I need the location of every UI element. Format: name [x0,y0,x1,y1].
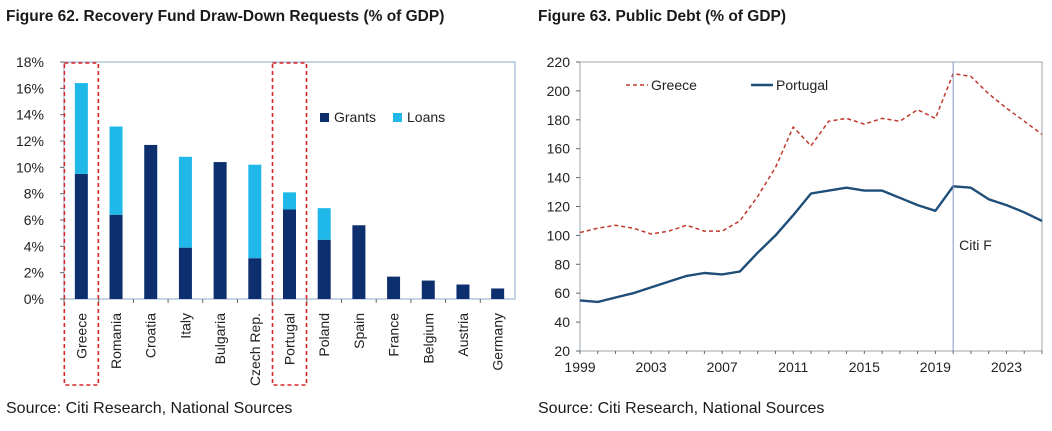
bar-loans-italy [178,156,192,248]
bar-grants-spain [352,225,366,299]
x-tick-label: 2003 [635,359,666,375]
x-tick-label: Germany [490,313,506,371]
y-tick-label: 20 [554,343,570,359]
x-tick-label: Portugal [282,313,298,365]
y-tick-label: 16% [16,80,44,96]
y-tick-label: 18% [16,54,44,70]
y-tick-label: 140 [547,170,571,186]
y-tick-label: 0% [24,291,44,307]
x-tick-label: Italy [177,313,193,339]
legend-label-greece: Greece [651,77,697,93]
series-line-portugal [579,185,1043,304]
bar-grants-austria [456,284,470,299]
bar-loans-romania [109,126,123,215]
y-tick-label: 6% [24,212,44,228]
x-tick-label: Czech Rep. [247,313,263,386]
legend-swatch-grants [320,113,329,122]
y-tick-label: 220 [547,54,571,70]
bar-grants-croatia [144,144,158,299]
bar-grants-belgium [421,280,435,299]
bar-grants-italy [178,247,192,299]
legend-label-portugal: Portugal [776,77,828,93]
series-line-greece [579,72,1043,235]
y-tick-label: 10% [16,159,44,175]
x-tick-label: Croatia [143,313,159,358]
y-tick-label: 40 [554,314,570,330]
x-tick-label: France [386,313,402,357]
x-tick-label: Greece [73,313,89,359]
figure-62-source: Source: Citi Research, National Sources [6,400,293,417]
bar-loans-portugal [283,192,296,210]
x-tick-label: Belgium [420,313,436,364]
figure-63-title: Figure 63. Public Debt (% of GDP) [538,8,787,25]
bar-grants-germany [491,288,505,299]
x-tick-label: Spain [351,313,367,349]
y-tick-label: 80 [554,256,570,272]
y-tick-label: 180 [547,112,571,128]
highlight-box-portugal [271,62,308,386]
y-tick-label: 100 [547,227,571,243]
x-tick-label: Romania [108,313,124,369]
x-tick-label: 2007 [707,359,738,375]
legend-label-grants: Grants [334,109,376,125]
x-tick-label: Austria [455,313,471,357]
y-tick-label: 4% [24,238,44,254]
line-chart: 20 40 60 80 100 120 140 160 180 200 220 1999 2003 200… [547,54,1043,375]
highlight-box-greece [63,62,100,386]
y-tick-label: 2% [24,265,44,281]
plot-frame [579,61,1043,352]
bar-chart: 0% 2% 4% 6% 8% 10% 12% 14% 16% 18% Greece Romania Cr… [16,54,516,386]
bar-grants-poland [317,239,331,299]
legend-label-loans: Loans [407,109,445,125]
x-tick-label: 2015 [849,359,880,375]
bar-grants-czech-rep- [248,258,262,299]
y-tick-label: 200 [547,83,571,99]
y-tick-label: 8% [24,186,44,202]
x-tick-label: Bulgaria [212,313,228,365]
bar-grants-romania [109,214,123,299]
figure-63-panel: Figure 63. Public Debt (% of GDP) 20 40 60… [526,0,1052,431]
bar-grants-greece [74,173,88,299]
x-tick-label: 2019 [920,359,951,375]
figure-62-panel: Figure 62. Recovery Fund Draw-Down Reque… [6,8,516,417]
bar-grants-france [387,276,401,299]
bar-loans-poland [317,208,331,240]
y-tick-label: 14% [16,107,44,123]
figure-62-title: Figure 62. Recovery Fund Draw-Down Reque… [6,8,445,25]
figure-63-source: Source: Citi Research, National Sources [538,400,825,417]
legend-swatch-loans [393,113,402,122]
x-tick-label: 2023 [991,359,1022,375]
x-tick-label: 1999 [564,359,595,375]
bar-loans-greece [74,83,88,174]
x-tick-label: 2011 [778,359,808,375]
y-tick-label: 12% [16,133,44,149]
y-tick-label: 160 [547,141,571,157]
forecast-annotation: Citi F [959,237,992,253]
bar-loans-czech-rep- [248,164,262,259]
bar-grants-portugal [283,209,296,299]
bar-grants-bulgaria [213,162,227,299]
y-tick-label: 120 [547,199,571,215]
y-tick-label: 60 [554,285,570,301]
x-tick-label: Poland [316,313,332,357]
